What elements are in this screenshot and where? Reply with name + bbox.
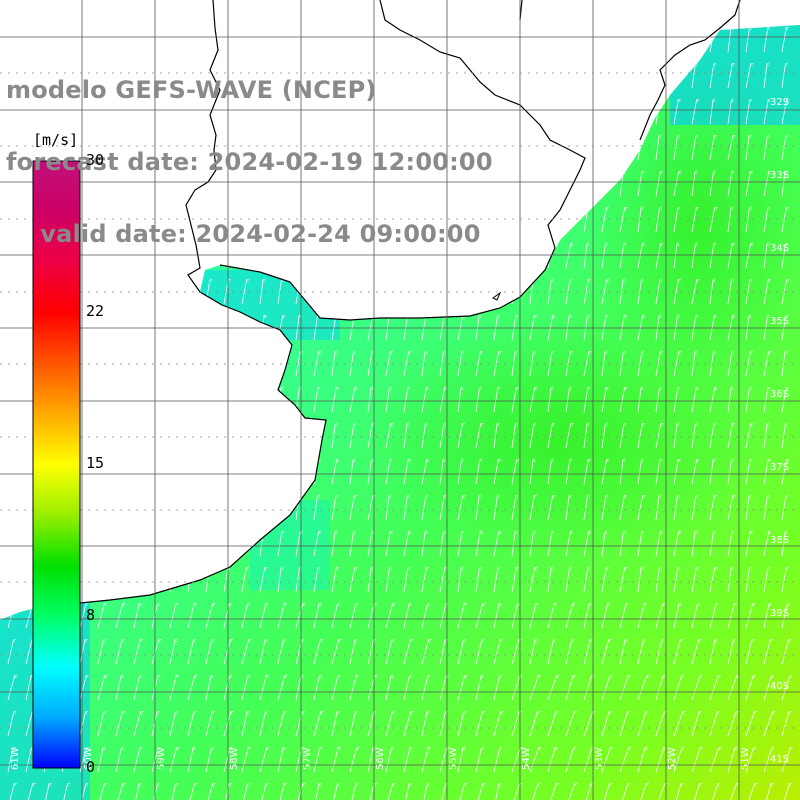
title-model: modelo GEFS-WAVE (NCEP) bbox=[6, 76, 377, 104]
latitude-labels: 32S 33S 34S 35S 36S 37S 38S 39S 40S 41S bbox=[770, 97, 789, 765]
lon-label-61w: 61W bbox=[10, 747, 21, 770]
lat-label-40s: 40S bbox=[770, 681, 789, 692]
lat-label-32s: 32S bbox=[770, 97, 789, 108]
map-title: modelo GEFS-WAVE (NCEP) forecast date: 2… bbox=[6, 30, 493, 270]
lat-label-34s: 34S bbox=[770, 243, 789, 254]
lon-label-56w: 56W bbox=[375, 747, 386, 770]
lon-label-57w: 57W bbox=[302, 747, 313, 770]
title-valid-date: valid date: 2024-02-24 09:00:00 bbox=[6, 220, 481, 248]
title-forecast-date: forecast date: 2024-02-19 12:00:00 bbox=[6, 148, 493, 176]
lon-label-51w: 51W bbox=[740, 747, 751, 770]
lon-label-55w: 55W bbox=[448, 747, 459, 770]
lon-label-52w: 52W bbox=[667, 747, 678, 770]
lon-label-59w: 59W bbox=[156, 747, 167, 770]
lat-label-33s: 33S bbox=[770, 170, 789, 181]
lon-label-53w: 53W bbox=[594, 747, 605, 770]
lat-label-39s: 39S bbox=[770, 608, 789, 619]
lon-label-58w: 58W bbox=[229, 747, 240, 770]
colorbar-tick-30: 30 bbox=[86, 151, 105, 169]
colorbar-tick-0: 0 bbox=[86, 758, 96, 776]
colorbar bbox=[32, 160, 81, 769]
colorbar-tick-15: 15 bbox=[86, 454, 105, 472]
lat-label-35s: 35S bbox=[770, 316, 789, 327]
lon-label-54w: 54W bbox=[521, 747, 532, 770]
colorbar-tick-8: 8 bbox=[86, 606, 96, 624]
longitude-labels: 61W 60W 59W 58W 57W 56W 55W 54W 53W 52W 51W bbox=[10, 747, 751, 770]
lon-label-60w: 60W bbox=[83, 747, 94, 770]
lat-label-36s: 36S bbox=[770, 389, 789, 400]
coastline bbox=[79, 0, 741, 604]
colorbar-unit: [m/s] bbox=[33, 131, 79, 149]
lat-label-41s: 41S bbox=[770, 754, 789, 765]
lat-label-38s: 38S bbox=[770, 535, 789, 546]
coast-island bbox=[492, 291, 502, 301]
lat-label-37s: 37S bbox=[770, 462, 789, 473]
colorbar-tick-22: 22 bbox=[86, 302, 105, 320]
